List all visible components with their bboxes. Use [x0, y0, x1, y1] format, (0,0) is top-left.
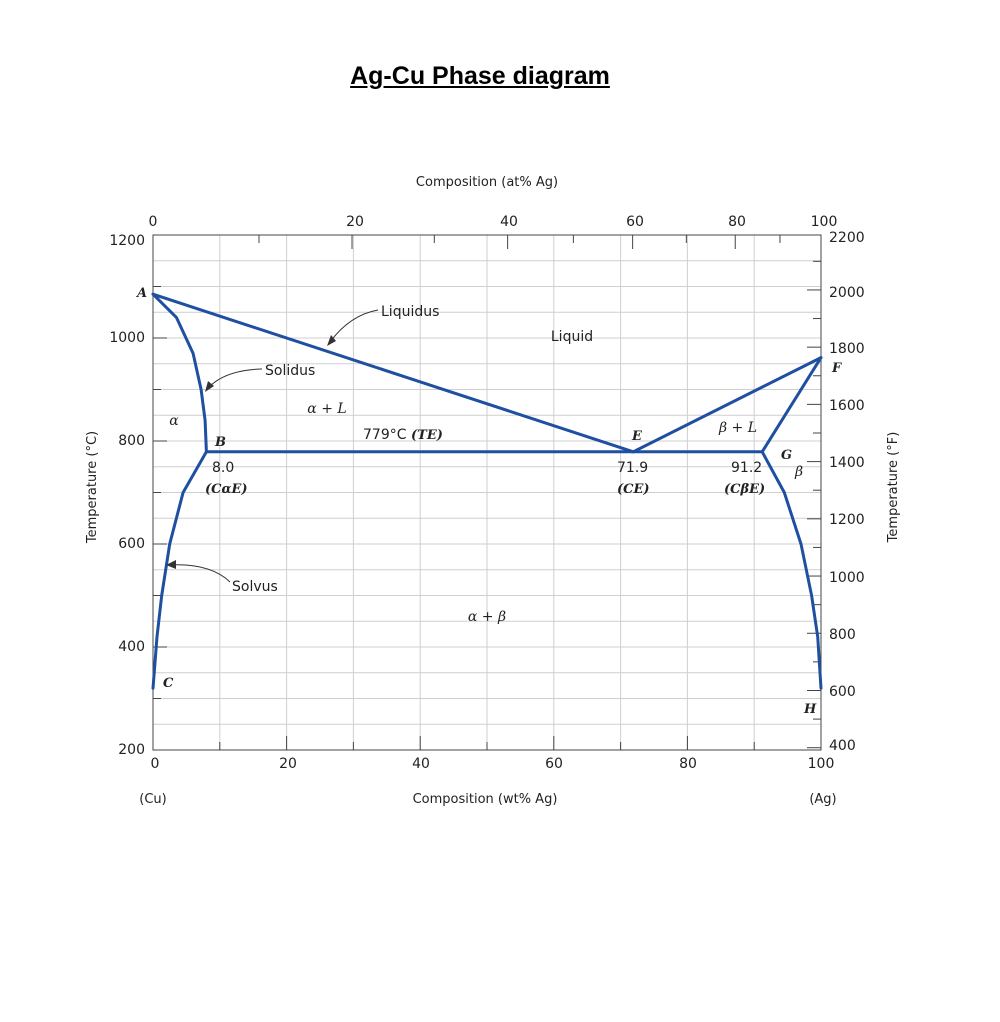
region-alpha-beta: α + β [468, 609, 506, 625]
left-tick-800: 800 [118, 433, 145, 449]
point-label-H: H [803, 702, 817, 717]
grid [153, 235, 821, 750]
left-tick-1000: 1000 [109, 330, 145, 346]
bottom-right-end-label: (Ag) [809, 792, 836, 807]
right-tick-1000: 1000 [829, 570, 865, 586]
g-value-label: 91.2 [731, 460, 762, 476]
bottom-tick-0: 0 [151, 756, 160, 772]
bottom-tick-20: 20 [279, 756, 297, 772]
eutectic-temp-label: 779°C [363, 427, 407, 443]
eutectic-temp-symbol: (TE) [411, 428, 443, 443]
solvus-arrow [169, 564, 231, 583]
page-title: Ag-Cu Phase diagram [350, 62, 610, 90]
point-label-G: G [781, 448, 792, 463]
region-beta-l: β + L [718, 420, 757, 436]
region-alpha: α [169, 413, 179, 429]
liquidus-arrow [329, 309, 379, 343]
phase-lines [151, 292, 823, 690]
bottom-left-end-label: (Cu) [139, 792, 166, 807]
top-tick-40: 40 [500, 214, 518, 230]
point-label-B: B [214, 435, 226, 450]
solvus-alpha-line [151, 450, 208, 690]
top-tick-0: 0 [149, 214, 158, 230]
region-beta: β [794, 464, 803, 480]
right-tick-600: 600 [829, 684, 856, 700]
right-tick-2000: 2000 [829, 285, 865, 301]
solidus-arrow [207, 368, 263, 389]
top-tick-100: 100 [811, 214, 838, 230]
liquidus-left-line [151, 292, 635, 454]
left-tick-1200: 1200 [109, 233, 145, 249]
right-axis-title: Temperature (°F) [886, 432, 901, 544]
point-label-A: A [135, 286, 147, 301]
right-tick-1400: 1400 [829, 455, 865, 471]
point-label-E: E [631, 429, 643, 444]
bottom-tick-100: 100 [808, 756, 835, 772]
top-tick-60: 60 [626, 214, 644, 230]
left-axis-title: Temperature (°C) [85, 431, 100, 544]
region-alpha-l: α + L [307, 401, 346, 417]
bottom-tick-80: 80 [679, 756, 697, 772]
b-value-label: 8.0 [212, 460, 234, 476]
point-label-F: F [831, 361, 842, 376]
right-tick-400: 400 [829, 738, 856, 754]
axis-ticks [152, 234, 822, 751]
region-liquid: Liquid [551, 329, 593, 345]
solidus-arrow-head [205, 381, 214, 392]
arrow-heads [166, 335, 336, 569]
right-tick-2200: 2200 [829, 230, 865, 246]
g-symbol-label: (CβE) [724, 482, 765, 497]
top-axis-title: Composition (at% Ag) [416, 175, 558, 190]
annotation-arrows [169, 309, 379, 583]
solidus-beta-line [760, 356, 823, 454]
liquidus-label: Liquidus [381, 304, 439, 320]
solvus-label: Solvus [232, 579, 278, 595]
b-symbol-label: (CαE) [205, 482, 248, 497]
left-tick-600: 600 [118, 536, 145, 552]
bottom-tick-40: 40 [412, 756, 430, 772]
e-value-label: 71.9 [617, 460, 648, 476]
solidus-label: Solidus [265, 363, 315, 379]
right-tick-1600: 1600 [829, 398, 865, 414]
liquidus-arrow-head [327, 335, 336, 346]
bottom-tick-60: 60 [545, 756, 563, 772]
solvus-beta-line [760, 450, 823, 690]
solvus-arrow-head [166, 560, 176, 569]
solidus-alpha-line [151, 292, 208, 454]
liquidus-right-line [631, 356, 823, 454]
left-tick-400: 400 [118, 639, 145, 655]
right-tick-800: 800 [829, 627, 856, 643]
right-tick-1800: 1800 [829, 341, 865, 357]
point-label-C: C [163, 676, 174, 691]
bottom-axis-title: Composition (wt% Ag) [413, 792, 558, 807]
top-tick-80: 80 [728, 214, 746, 230]
left-tick-200: 200 [118, 742, 145, 758]
top-tick-20: 20 [346, 214, 364, 230]
right-tick-1200: 1200 [829, 512, 865, 528]
e-symbol-label: (CE) [617, 482, 650, 497]
